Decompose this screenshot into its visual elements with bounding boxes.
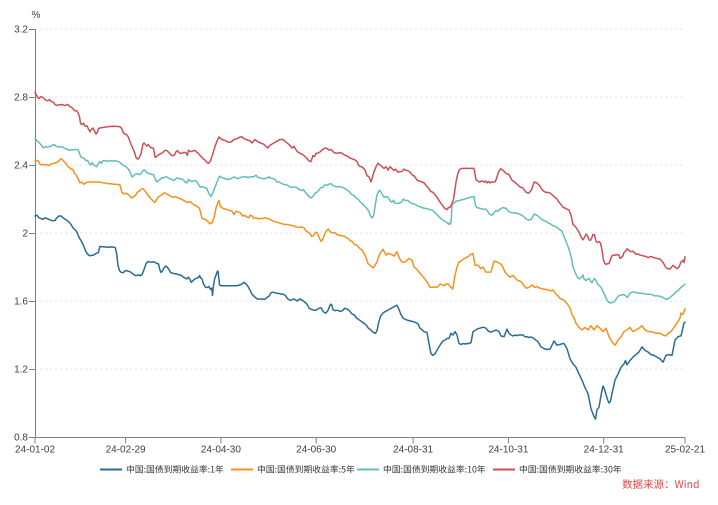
svg-text:24-08-31: 24-08-31 xyxy=(393,445,433,456)
svg-text:24-10-31: 24-10-31 xyxy=(488,445,528,456)
svg-text:2: 2 xyxy=(22,229,28,240)
svg-text:3.2: 3.2 xyxy=(14,25,28,36)
svg-text:25-02-21: 25-02-21 xyxy=(665,445,705,456)
svg-text:24-01-02: 24-01-02 xyxy=(15,445,55,456)
svg-text:%: % xyxy=(32,10,41,21)
svg-text:24-06-30: 24-06-30 xyxy=(296,445,336,456)
svg-text:24-02-29: 24-02-29 xyxy=(106,445,146,456)
svg-text:1.6: 1.6 xyxy=(14,297,28,308)
svg-text:2.8: 2.8 xyxy=(14,93,28,104)
svg-text:24-12-31: 24-12-31 xyxy=(584,445,624,456)
svg-text:1.2: 1.2 xyxy=(14,365,28,376)
svg-text:2.4: 2.4 xyxy=(14,161,28,172)
svg-text:24-04-30: 24-04-30 xyxy=(201,445,241,456)
svg-text:0.8: 0.8 xyxy=(14,433,28,444)
